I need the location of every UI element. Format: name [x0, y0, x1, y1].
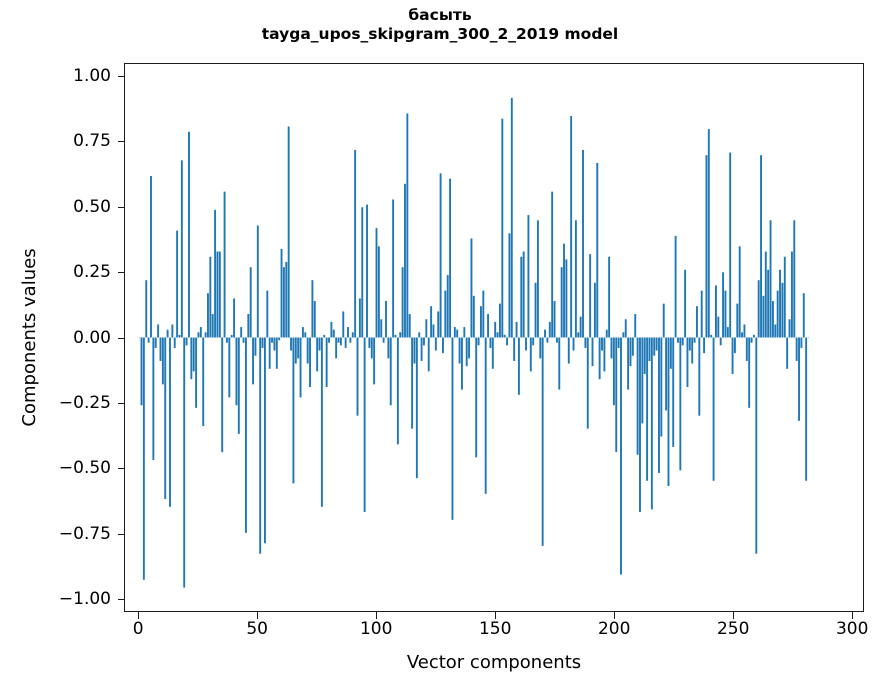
x-tick-mark — [852, 612, 854, 619]
chart-title-word: басыть — [408, 6, 472, 24]
x-tick-mark — [376, 612, 378, 619]
chart-title: басыть tayga_upos_skipgram_300_2_2019 mo… — [0, 6, 880, 44]
x-tick-mark — [495, 612, 497, 619]
y-tick-mark — [117, 598, 124, 600]
y-tick-mark — [117, 141, 124, 143]
y-tick-mark — [117, 533, 124, 535]
bar-series — [138, 97, 810, 588]
x-tick-mark — [733, 612, 735, 619]
y-tick-mark — [117, 206, 124, 208]
x-tick-mark — [257, 612, 259, 619]
y-tick-mark — [117, 468, 124, 470]
plot-area — [125, 64, 863, 611]
y-tick-mark — [117, 337, 124, 339]
chart-title-model: tayga_upos_skipgram_300_2_2019 model — [261, 25, 619, 43]
plot-axes — [124, 63, 864, 612]
x-tick-mark — [138, 612, 140, 619]
x-axis-label: Vector components — [406, 652, 582, 673]
y-tick-mark — [117, 272, 124, 274]
y-tick-mark — [117, 76, 124, 78]
y-axis-label: Components values — [19, 248, 40, 427]
y-tick-mark — [117, 402, 124, 404]
x-tick-mark — [614, 612, 616, 619]
